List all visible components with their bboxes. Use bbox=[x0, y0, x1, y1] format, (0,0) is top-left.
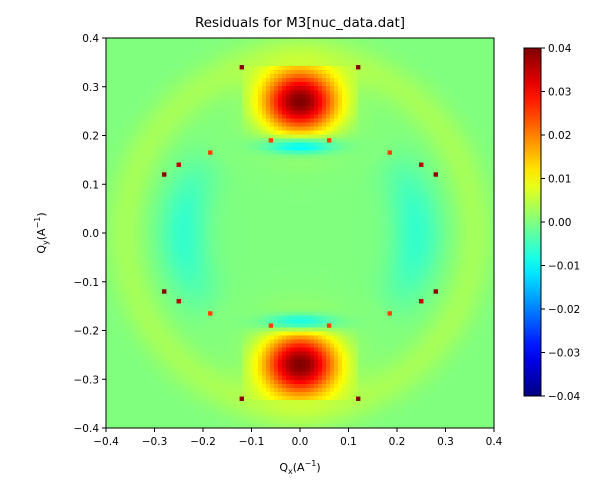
colorbar-tick-label: −0.02 bbox=[548, 304, 580, 316]
hot-pixel bbox=[387, 311, 392, 316]
y-tick-label: 0.2 bbox=[82, 131, 99, 143]
hot-pixel bbox=[326, 138, 332, 143]
colorbar-tick-label: −0.01 bbox=[548, 261, 580, 273]
y-axis-label-unit-sup: −1 bbox=[33, 217, 42, 229]
hot-pixel bbox=[356, 65, 361, 70]
hot-pixel bbox=[208, 150, 213, 155]
x-axis-label-sub: x bbox=[288, 467, 293, 476]
colorbar-gradient bbox=[523, 47, 542, 397]
hot-pixel bbox=[208, 311, 213, 316]
hot-pixel bbox=[176, 162, 181, 167]
y-tick-label: 0.0 bbox=[82, 228, 99, 240]
y-axis-label-base: Q bbox=[35, 245, 48, 254]
x-tick-label: −0.2 bbox=[190, 436, 216, 448]
colorbar-tick-label: 0.03 bbox=[548, 87, 571, 99]
colorbar-tick-label: −0.04 bbox=[548, 391, 580, 403]
x-tick-label: −0.4 bbox=[93, 436, 119, 448]
x-axis: −0.4 −0.3 −0.2 −0.1 0.0 0.1 0.2 0.3 0.4 bbox=[93, 428, 503, 448]
x-tick-label: 0.3 bbox=[437, 436, 454, 448]
x-axis-label-unit-close: ) bbox=[316, 461, 320, 474]
colorbar-tick-label: 0.02 bbox=[548, 130, 571, 142]
x-tick-label: −0.3 bbox=[142, 436, 168, 448]
hot-pixel bbox=[433, 289, 438, 294]
heatmap-plot-area bbox=[105, 37, 495, 429]
y-tick-label: −0.4 bbox=[74, 423, 100, 435]
x-tick-label: 0.0 bbox=[292, 436, 309, 448]
y-tick-label: −0.1 bbox=[74, 277, 100, 289]
hot-pixel bbox=[176, 299, 181, 304]
hot-pixel bbox=[419, 299, 424, 304]
x-axis-label-unit-sup: −1 bbox=[305, 459, 317, 468]
hot-pixel bbox=[387, 150, 392, 155]
y-axis: 0.4 0.3 0.2 0.1 0.0 −0.1 −0.2 −0.3 −0.4 bbox=[74, 33, 106, 435]
hot-pixel bbox=[356, 396, 361, 401]
colorbar-tick-label: 0.01 bbox=[548, 174, 571, 186]
hot-pixels-group bbox=[162, 65, 438, 401]
x-tick-label: 0.2 bbox=[389, 436, 406, 448]
colorbar-tick-label: 0.00 bbox=[548, 217, 571, 229]
x-tick-label: 0.1 bbox=[340, 436, 357, 448]
hot-pixel bbox=[268, 138, 274, 143]
hot-pixel bbox=[419, 162, 424, 167]
colorbar-ticks: 0.04 0.03 0.02 0.01 0.00 −0.01 −0.02 −0.03 −0.04 bbox=[541, 43, 580, 403]
hot-pixel bbox=[162, 289, 167, 294]
y-tick-label: 0.3 bbox=[82, 82, 99, 94]
hot-pixel bbox=[326, 323, 332, 328]
colorbar: 0.04 0.03 0.02 0.01 0.00 −0.01 −0.02 −0.03 −0.04 bbox=[523, 43, 580, 403]
colorbar-tick-label: 0.04 bbox=[548, 43, 572, 55]
y-tick-label: −0.3 bbox=[74, 374, 100, 386]
heatmap-image bbox=[106, 38, 494, 428]
x-tick-label: 0.4 bbox=[486, 436, 503, 448]
y-axis-label-unit-open: (A bbox=[35, 228, 48, 240]
chart-title: Residuals for M3[nuc_data.dat] bbox=[195, 15, 405, 31]
hot-pixel bbox=[162, 172, 167, 177]
colorbar-tick-label: −0.03 bbox=[548, 348, 580, 360]
y-tick-label: −0.2 bbox=[74, 326, 100, 338]
hot-pixel bbox=[268, 323, 274, 328]
y-tick-label: 0.1 bbox=[82, 179, 99, 191]
x-axis-label: Qx(A−1) bbox=[279, 459, 320, 476]
y-axis-label-unit-close: ) bbox=[35, 212, 48, 216]
hot-pixel bbox=[239, 65, 244, 70]
y-tick-label: 0.4 bbox=[82, 33, 99, 45]
hot-pixel bbox=[239, 396, 244, 401]
y-axis-label-sub: y bbox=[41, 240, 50, 245]
x-tick-label: −0.1 bbox=[239, 436, 265, 448]
y-axis-label: Qy(A−1) bbox=[33, 212, 50, 253]
x-axis-label-base: Q bbox=[279, 461, 288, 474]
x-axis-label-unit-open: (A bbox=[293, 461, 305, 474]
hot-pixel bbox=[433, 172, 438, 177]
